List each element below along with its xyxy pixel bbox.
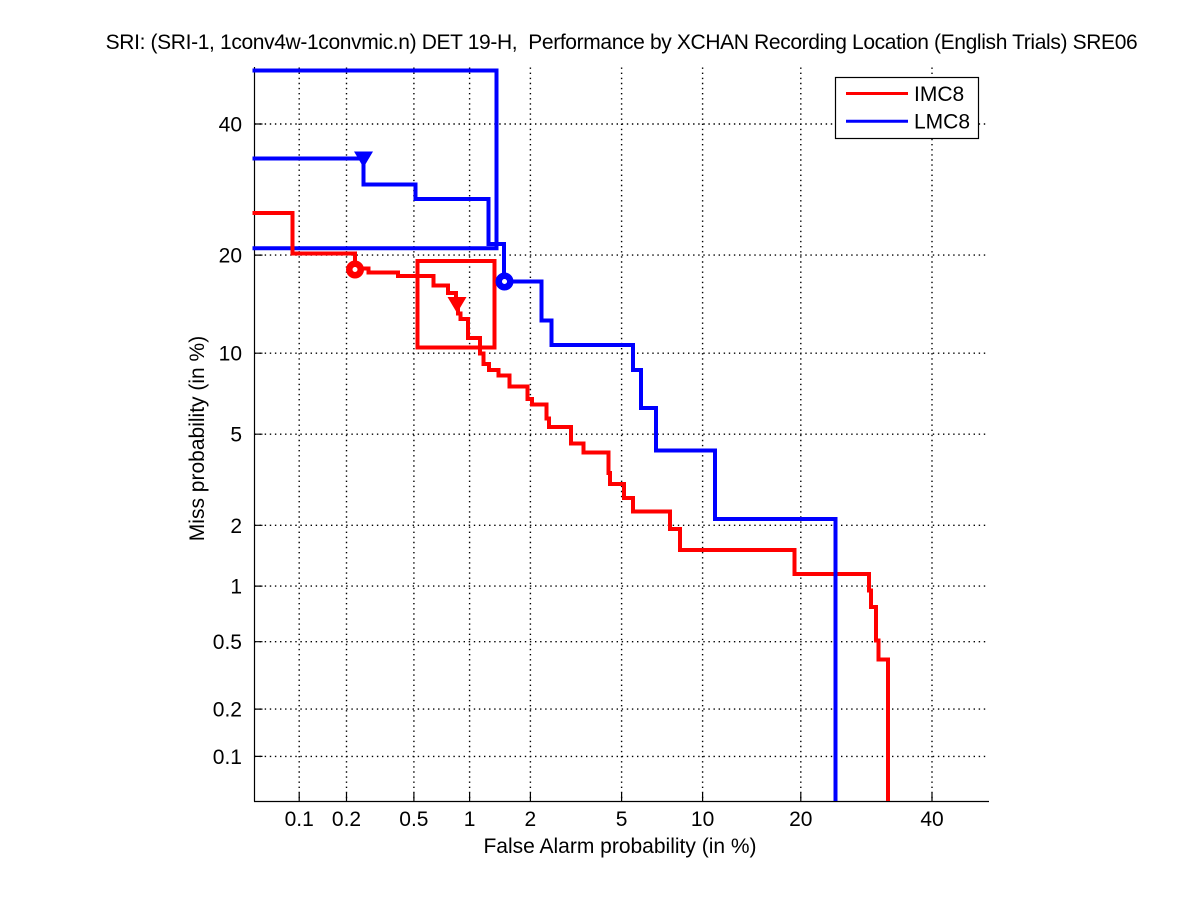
svg-text:SRI: (SRI-1, 1conv4w-1convmic.: SRI: (SRI-1, 1conv4w-1convmic.n) DET 19-… — [106, 31, 1138, 54]
svg-text:0.5: 0.5 — [399, 808, 428, 831]
svg-text:2: 2 — [230, 515, 242, 538]
svg-text:10: 10 — [691, 808, 714, 831]
svg-text:Miss probability (in %): Miss probability (in %) — [186, 336, 209, 541]
svg-text:40: 40 — [219, 114, 242, 137]
svg-text:0.1: 0.1 — [213, 746, 242, 769]
svg-text:LMC8: LMC8 — [914, 111, 970, 134]
svg-text:20: 20 — [789, 808, 812, 831]
svg-text:10: 10 — [219, 343, 242, 366]
svg-text:1: 1 — [464, 808, 476, 831]
svg-text:IMC8: IMC8 — [914, 83, 964, 106]
svg-text:False Alarm probability (in %): False Alarm probability (in %) — [483, 835, 756, 858]
svg-text:40: 40 — [920, 808, 943, 831]
svg-text:5: 5 — [230, 424, 242, 447]
svg-text:2: 2 — [525, 808, 537, 831]
svg-text:1: 1 — [230, 576, 242, 599]
svg-text:0.2: 0.2 — [213, 699, 242, 722]
svg-text:5: 5 — [616, 808, 628, 831]
svg-text:0.5: 0.5 — [213, 631, 242, 654]
svg-text:0.2: 0.2 — [332, 808, 361, 831]
svg-text:20: 20 — [219, 245, 242, 268]
svg-text:0.1: 0.1 — [285, 808, 314, 831]
